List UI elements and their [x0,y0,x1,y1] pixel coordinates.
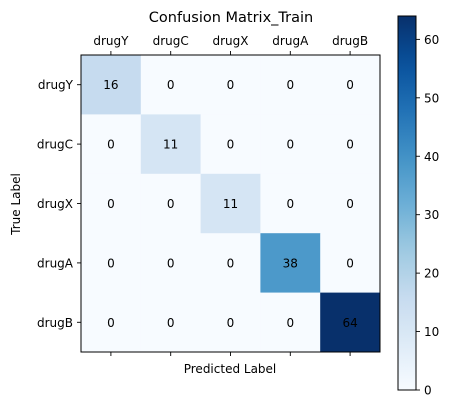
colorbar-tick-label: 0 [424,384,432,398]
cell-value-label: 0 [107,256,115,270]
cell-value-label: 0 [107,138,115,152]
x-tick-label: drugY [93,34,129,48]
x-tick-label: drugX [213,34,249,48]
x-axis-label: Predicted Label [184,362,277,376]
heatmap-cell [81,292,142,353]
cell-value-label: 0 [107,316,115,330]
colorbar-tick-label: 30 [424,208,439,222]
cell-value-label: 0 [286,197,294,211]
heatmap-cell [260,292,321,353]
heatmap-cell [200,233,261,293]
cell-value-label: 0 [346,78,354,92]
cell-value-label: 0 [167,78,175,92]
cell-value-label: 38 [283,256,298,270]
cell-value-label: 0 [286,316,294,330]
heatmap-cell [81,114,142,175]
heatmap-cell [320,114,381,175]
heatmap-cell [81,233,142,293]
heatmap-cell [200,173,261,234]
heatmap-cell [140,114,201,175]
cell-value-label: 16 [103,78,118,92]
y-tick-label: drugA [37,256,74,270]
cell-value-label: 0 [227,78,235,92]
heatmap-cell [320,233,381,293]
cell-value-label: 0 [286,138,294,152]
y-axis-label: True Label [9,173,23,236]
cell-value-label: 0 [286,78,294,92]
y-tick-label: drugY [38,78,74,92]
colorbar-tick-label: 40 [424,150,439,164]
cell-value-label: 0 [346,197,354,211]
heatmap-cell [260,55,321,115]
y-tick-label: drugC [37,138,73,152]
x-tick-label: drugC [153,34,189,48]
cell-value-label: 0 [107,197,115,211]
cell-value-label: 0 [227,138,235,152]
heatmap-cell [200,114,261,175]
heatmap-cell [81,55,142,115]
heatmap-cell [320,55,381,115]
cell-value-label: 0 [227,256,235,270]
y-tick-label: drugB [37,316,73,330]
x-tick-label: drugA [272,34,309,48]
colorbar-tick-label: 20 [424,267,439,281]
heatmap-cell [260,173,321,234]
heatmap-cell [200,292,261,353]
heatmap-cell [140,173,201,234]
colorbar-tick-label: 10 [424,325,439,339]
cell-value-label: 0 [167,256,175,270]
y-tick-label: drugX [37,197,73,211]
heatmap-cell [140,292,201,353]
chart-title: Confusion Matrix_Train [149,10,313,26]
cell-value-label: 11 [223,197,238,211]
heatmap-cell [260,233,321,293]
heatmap-cell [260,114,321,175]
cell-value-label: 64 [342,316,357,330]
colorbar-tick-label: 60 [424,33,439,47]
cell-value-label: 11 [163,138,178,152]
colorbar-tick-label: 50 [424,91,439,105]
cell-value-label: 0 [227,316,235,330]
colorbar [397,15,417,391]
heatmap-cell [140,233,201,293]
heatmap-cell [320,173,381,234]
heatmap-cell [200,55,261,115]
cell-value-label: 0 [167,197,175,211]
cell-value-label: 0 [346,256,354,270]
heatmap-cell [81,173,142,234]
x-tick-label: drugB [332,34,368,48]
cell-value-label: 0 [346,138,354,152]
heatmap-cell [140,55,201,115]
heatmap-cell [320,292,381,353]
cell-value-label: 0 [167,316,175,330]
